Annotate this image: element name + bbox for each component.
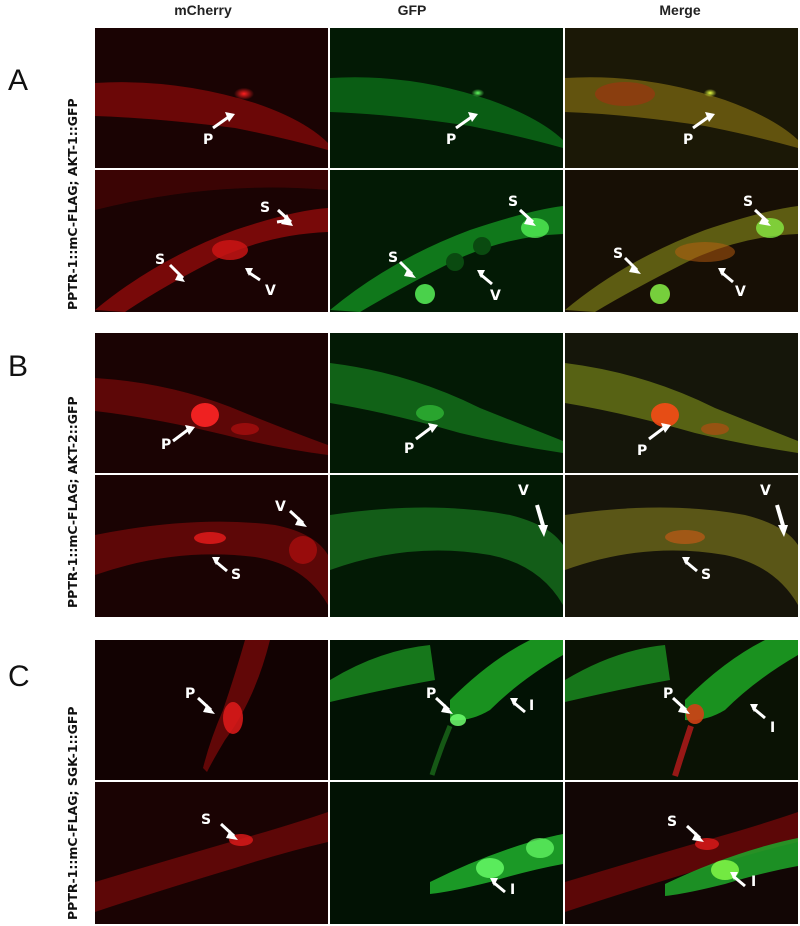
arrow-label-v: V [265, 283, 276, 299]
arrow-label-v: V [760, 483, 771, 499]
arrow-label-i: I [751, 874, 756, 890]
arrow-label-i: I [529, 698, 534, 714]
arrow-label-p: P [203, 132, 213, 148]
arrow-label-p: P [637, 443, 647, 459]
micrograph-b1-mcherry: P [95, 333, 328, 473]
panel-letter-a: A [8, 64, 29, 97]
micrograph-b2-gfp: V [330, 475, 563, 617]
arrow-label-v: V [275, 499, 286, 515]
column-header-gfp: GFP [397, 2, 427, 18]
side-label-panel-a: PPTR-1::mC-FLAG; AKT-1::GFP [65, 98, 80, 310]
arrow-label-s: S [508, 194, 518, 210]
arrow-label-s: S [701, 567, 711, 583]
micrograph-c1-mcherry: P [95, 640, 328, 780]
arrow-label-i: I [510, 882, 515, 898]
micrograph-a2-gfp: S S V [330, 170, 563, 312]
arrow-label-s: S [388, 250, 398, 266]
micrograph-c2-merge: S I [565, 782, 798, 924]
micrograph-a2-mcherry: S S V [95, 170, 328, 312]
column-header-merge: Merge [659, 2, 701, 18]
side-label-panel-c: PPTR-1::mC-FLAG; SGK-1::GFP [65, 706, 80, 920]
micrograph-b1-gfp: P [330, 333, 563, 473]
panel-letter-b: B [8, 350, 29, 383]
micrograph-b1-merge: P [565, 333, 798, 473]
arrow-label-p: P [683, 132, 693, 148]
micrograph-b2-merge: V S [565, 475, 798, 617]
micrograph-c1-gfp: P I [330, 640, 563, 780]
arrow-label-p: P [446, 132, 456, 148]
arrow-label-v: V [490, 288, 501, 304]
arrow-label-v: V [735, 284, 746, 300]
micrograph-a1-mcherry: P [95, 28, 328, 168]
micrograph-b2-mcherry: V S [95, 475, 328, 617]
arrow-label-s: S [201, 812, 211, 828]
arrow-label-s: S [260, 200, 270, 216]
micrograph-a1-merge: P [565, 28, 798, 168]
arrow-label-v: V [518, 483, 529, 499]
arrow-label-s: S [155, 252, 165, 268]
micrograph-c2-mcherry: S [95, 782, 328, 924]
side-label-panel-b: PPTR-1::mC-FLAG; AKT-2::GFP [65, 396, 80, 608]
arrow-label-p: P [663, 686, 673, 702]
micrograph-a1-gfp: P [330, 28, 563, 168]
arrow-label-p: P [161, 437, 171, 453]
arrow-label-s: S [743, 194, 753, 210]
micrograph-c1-merge: P I [565, 640, 798, 780]
arrow-label-p: P [426, 686, 436, 702]
arrow-label-p: P [404, 441, 414, 457]
micrograph-c2-gfp: I [330, 782, 563, 924]
arrow-label-i: I [770, 720, 775, 736]
column-header-mcherry: mCherry [174, 2, 232, 18]
arrow-label-s: S [231, 567, 241, 583]
panel-letter-c: C [8, 660, 30, 693]
arrow-label-s: S [667, 814, 677, 830]
arrow-label-s: S [613, 246, 623, 262]
micrograph-a2-merge: S S V [565, 170, 798, 312]
arrow-label-p: P [185, 686, 195, 702]
